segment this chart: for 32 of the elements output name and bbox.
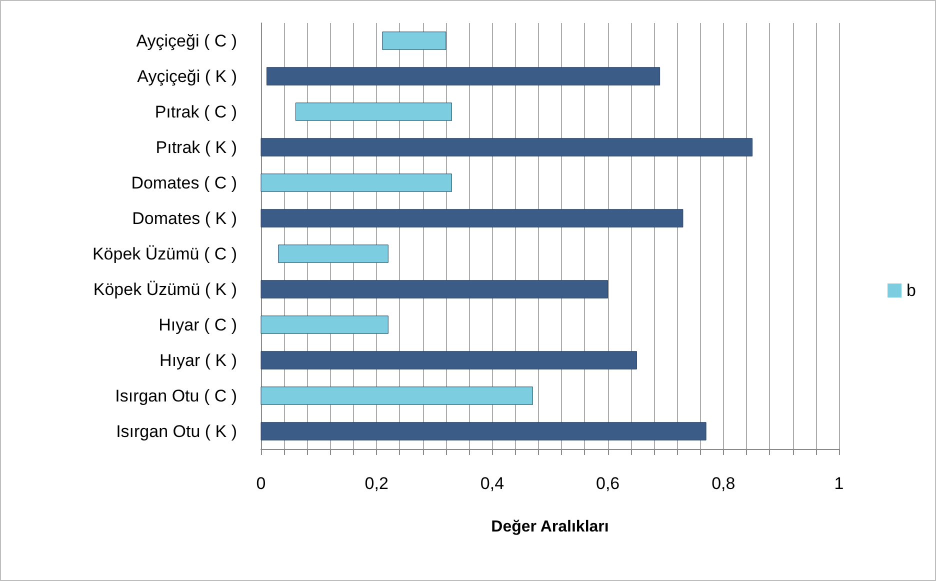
- bar: [260, 209, 684, 228]
- y-tick-label: Köpek Üzümü ( C ): [92, 244, 237, 264]
- bar: [260, 386, 533, 405]
- x-tick-label: 0,4: [480, 474, 504, 493]
- y-tick-label: Ayçiçeği ( K ): [137, 66, 237, 86]
- y-tick-label: Domates ( C ): [131, 173, 237, 192]
- y-tick-label: Köpek Üzümü ( K ): [93, 280, 237, 299]
- x-tick-label: 1: [834, 474, 844, 493]
- y-tick-label: Pıtrak ( K ): [156, 138, 237, 157]
- bar: [260, 316, 388, 334]
- bar: [260, 280, 608, 298]
- y-tick-label: Ayçiçeği ( C ): [136, 31, 237, 50]
- y-tick-label: Pıtrak ( C ): [154, 102, 237, 122]
- y-tick-label: Isırgan Otu ( K ): [116, 422, 237, 441]
- bar: [260, 174, 452, 192]
- y-tick-label: Domates ( K ): [132, 208, 237, 228]
- bar: [278, 244, 388, 263]
- bar: [382, 32, 446, 50]
- x-tick-label: 0,2: [364, 474, 388, 493]
- y-tick-label: Hıyar ( K ): [160, 350, 237, 370]
- y-tick-label: Hıyar ( C ): [158, 315, 237, 334]
- x-tick-label: 0,6: [596, 474, 620, 493]
- bar: [260, 422, 706, 440]
- bar: [260, 138, 753, 156]
- x-tick-label: 0,8: [712, 474, 736, 493]
- bar: [260, 351, 637, 370]
- legend-label: b: [906, 281, 916, 300]
- bar: [295, 102, 452, 121]
- x-axis-title: Değer Aralıkları: [491, 518, 609, 536]
- bar: [266, 67, 660, 86]
- x-tick-label: 0: [256, 474, 266, 493]
- y-tick-label: Isırgan Otu ( C ): [115, 386, 237, 406]
